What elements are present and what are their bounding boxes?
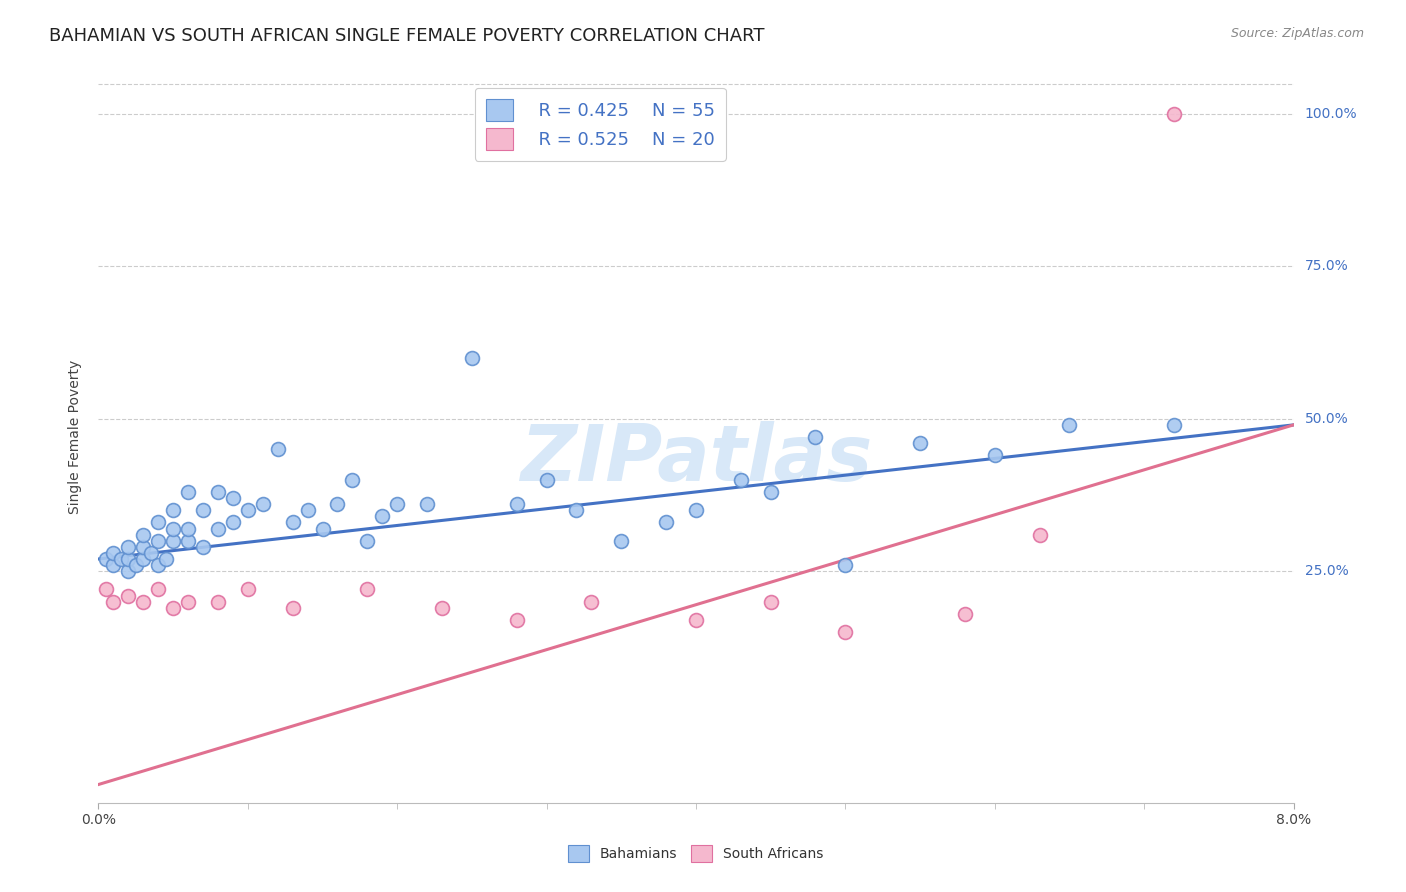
Point xyxy=(132,540,155,554)
Point xyxy=(148,558,170,573)
Point xyxy=(94,582,117,597)
Point xyxy=(132,594,155,608)
Point xyxy=(148,533,170,548)
Point xyxy=(207,521,229,535)
Point xyxy=(207,485,229,500)
Point xyxy=(506,613,529,627)
Point xyxy=(371,509,394,524)
Text: 75.0%: 75.0% xyxy=(1305,260,1348,274)
Point xyxy=(430,600,453,615)
Point xyxy=(177,594,200,608)
Point xyxy=(610,533,633,548)
Point xyxy=(385,497,409,511)
Point xyxy=(759,485,782,500)
Point xyxy=(162,533,184,548)
Point xyxy=(281,516,304,530)
Point xyxy=(953,607,976,621)
Point xyxy=(581,594,603,608)
Point xyxy=(117,552,139,566)
Point xyxy=(191,503,214,517)
Text: 25.0%: 25.0% xyxy=(1305,564,1348,578)
Point xyxy=(148,582,170,597)
Point xyxy=(1028,527,1050,541)
Point xyxy=(252,497,274,511)
Point xyxy=(177,533,200,548)
Point xyxy=(297,503,319,517)
Point xyxy=(536,473,558,487)
Point xyxy=(103,546,125,560)
Point xyxy=(117,564,139,578)
Point xyxy=(162,503,184,517)
Text: ZIPatlas: ZIPatlas xyxy=(520,421,872,497)
Point xyxy=(207,594,229,608)
Point xyxy=(311,521,333,535)
Point xyxy=(984,449,1007,463)
Text: BAHAMIAN VS SOUTH AFRICAN SINGLE FEMALE POVERTY CORRELATION CHART: BAHAMIAN VS SOUTH AFRICAN SINGLE FEMALE … xyxy=(49,27,765,45)
Point xyxy=(685,613,707,627)
Point xyxy=(222,491,245,505)
Point xyxy=(1163,417,1185,432)
Point xyxy=(191,540,214,554)
Y-axis label: Single Female Poverty: Single Female Poverty xyxy=(69,360,83,514)
Point xyxy=(730,473,752,487)
Point xyxy=(155,552,177,566)
Point xyxy=(125,558,148,573)
Point xyxy=(132,552,155,566)
Point xyxy=(132,527,155,541)
Point xyxy=(222,516,245,530)
Point xyxy=(416,497,439,511)
Point xyxy=(834,558,856,573)
Text: Source: ZipAtlas.com: Source: ZipAtlas.com xyxy=(1230,27,1364,40)
Point xyxy=(506,497,529,511)
Point xyxy=(94,552,117,566)
Point xyxy=(103,594,125,608)
Point xyxy=(117,540,139,554)
Point xyxy=(139,546,162,560)
Point xyxy=(103,558,125,573)
Point xyxy=(461,351,484,365)
Point xyxy=(759,594,782,608)
Point xyxy=(685,503,707,517)
Point xyxy=(177,485,200,500)
Point xyxy=(236,582,259,597)
Point xyxy=(565,503,588,517)
Point xyxy=(110,552,132,566)
Legend:   R = 0.425    N = 55,   R = 0.525    N = 20: R = 0.425 N = 55, R = 0.525 N = 20 xyxy=(475,87,725,161)
Point xyxy=(177,521,200,535)
Point xyxy=(236,503,259,517)
Point xyxy=(267,442,290,457)
Point xyxy=(655,516,678,530)
Point xyxy=(1163,107,1185,121)
Point xyxy=(342,473,364,487)
Point xyxy=(1059,417,1081,432)
Point xyxy=(834,625,856,640)
Point xyxy=(162,600,184,615)
Point xyxy=(804,430,827,444)
Text: 50.0%: 50.0% xyxy=(1305,412,1348,425)
Point xyxy=(356,533,378,548)
Point xyxy=(356,582,378,597)
Point xyxy=(148,516,170,530)
Text: 100.0%: 100.0% xyxy=(1305,107,1357,121)
Point xyxy=(281,600,304,615)
Point xyxy=(117,589,139,603)
Point xyxy=(908,436,931,450)
Point xyxy=(326,497,349,511)
Point xyxy=(162,521,184,535)
